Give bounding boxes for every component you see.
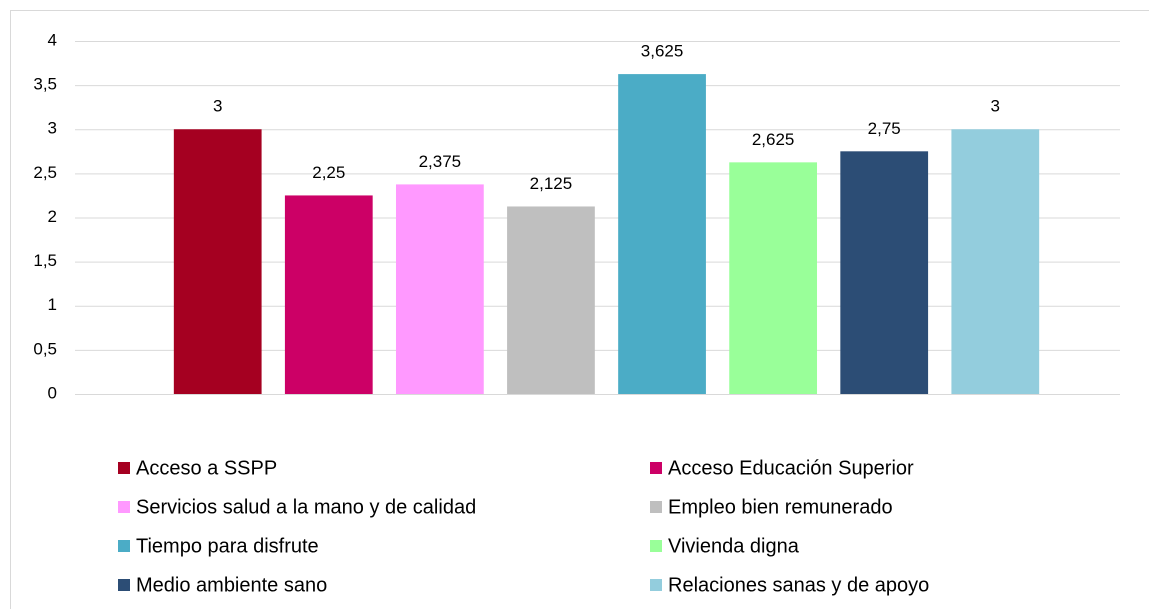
bar: [951, 129, 1040, 394]
legend-label: Acceso a SSPP: [136, 457, 277, 479]
bar: [395, 184, 484, 394]
bar: [729, 162, 818, 394]
legend-swatch: [118, 462, 130, 474]
legend-swatch: [650, 501, 662, 513]
legend-swatch: [650, 462, 662, 474]
legend-label: Relaciones sanas y de apoyo: [668, 574, 929, 596]
legend-label: Medio ambiente sano: [136, 574, 327, 596]
data-label: 2,25: [312, 163, 345, 182]
legend-label: Acceso Educación Superior: [668, 457, 914, 479]
data-label: 3: [213, 97, 222, 116]
data-label: 2,75: [868, 119, 901, 138]
legend-swatch: [118, 579, 130, 591]
data-label: 3: [991, 97, 1000, 116]
bar: [284, 195, 373, 394]
legend-swatch: [118, 540, 130, 552]
bar: [173, 129, 262, 394]
y-tick-label: 1: [48, 295, 57, 314]
legend-label: Vivienda digna: [668, 535, 800, 557]
legend-swatch: [650, 540, 662, 552]
y-tick-label: 0,5: [33, 339, 57, 358]
legend-swatch: [118, 501, 130, 513]
y-tick-label: 1,5: [33, 251, 57, 270]
y-tick-label: 4: [48, 30, 57, 49]
bar: [507, 206, 595, 394]
y-tick-label: 3: [48, 119, 57, 138]
data-label: 2,625: [752, 130, 795, 149]
y-tick-label: 3,5: [33, 75, 57, 94]
legend-label: Empleo bien remunerado: [668, 496, 893, 518]
legend-label: Tiempo para disfrute: [136, 535, 319, 557]
data-label: 2,125: [530, 174, 573, 193]
y-tick-label: 2: [48, 207, 57, 226]
y-tick-label: 2,5: [33, 163, 57, 182]
bar: [618, 74, 706, 394]
data-label: 3,625: [641, 42, 684, 61]
legend-swatch: [650, 579, 662, 591]
bar: [840, 151, 929, 394]
legend-label: Servicios salud a la mano y de calidad: [136, 496, 476, 518]
data-label: 2,375: [419, 152, 462, 171]
y-tick-label: 0: [48, 383, 57, 402]
